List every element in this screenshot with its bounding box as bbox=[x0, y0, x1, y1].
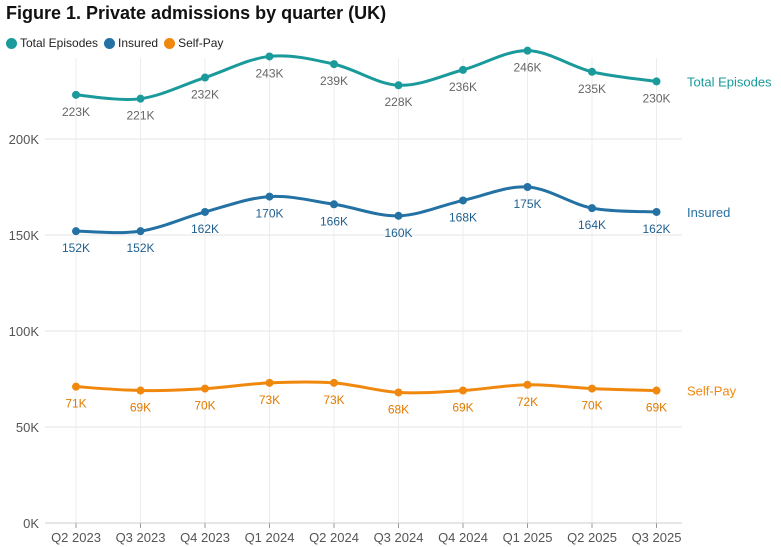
legend-marker-insured bbox=[104, 37, 116, 49]
y-tick-label: 150K bbox=[9, 228, 40, 243]
data-point-insured[interactable] bbox=[459, 196, 467, 205]
data-point-self-pay[interactable] bbox=[523, 380, 532, 389]
data-label-total-episodes: 232K bbox=[191, 88, 219, 102]
data-label-insured: 164K bbox=[578, 218, 606, 232]
data-point-insured[interactable] bbox=[201, 207, 209, 216]
legend-marker-total-episodes bbox=[6, 37, 17, 49]
x-tick-label: Q1 2025 bbox=[503, 530, 553, 545]
data-point-self-pay[interactable] bbox=[72, 382, 80, 391]
data-label-insured: 170K bbox=[255, 207, 283, 221]
data-point-insured[interactable] bbox=[523, 183, 532, 191]
data-label-insured: 152K bbox=[126, 241, 154, 255]
y-tick-label: 200K bbox=[9, 132, 40, 147]
data-label-total-episodes: 223K bbox=[62, 105, 90, 119]
data-point-insured[interactable] bbox=[265, 192, 274, 201]
series-line-self-pay bbox=[74, 380, 658, 395]
data-label-insured: 152K bbox=[62, 241, 90, 255]
x-tick-label: Q2 2024 bbox=[309, 530, 359, 545]
legend-item-insured[interactable]: Insured bbox=[104, 36, 158, 50]
data-point-self-pay[interactable] bbox=[652, 386, 661, 395]
data-label-self-pay: 70K bbox=[581, 399, 602, 413]
data-label-total-episodes: 243K bbox=[255, 66, 283, 80]
x-tick-label: Q3 2025 bbox=[632, 530, 682, 545]
series-line-total-episodes bbox=[74, 49, 658, 101]
legend-label-self-pay: Self-Pay bbox=[178, 36, 224, 50]
data-label-total-episodes: 221K bbox=[126, 109, 154, 123]
data-point-total-episodes[interactable] bbox=[265, 52, 274, 61]
data-label-total-episodes: 236K bbox=[449, 80, 477, 94]
data-label-self-pay: 71K bbox=[65, 397, 86, 411]
legend-label-insured: Insured bbox=[118, 36, 159, 50]
data-label-self-pay: 69K bbox=[452, 401, 473, 415]
series-line-insured bbox=[74, 185, 658, 235]
data-point-insured[interactable] bbox=[330, 200, 338, 209]
x-tick-label: Q2 2023 bbox=[51, 530, 101, 545]
data-point-insured[interactable] bbox=[394, 211, 403, 220]
data-label-insured: 175K bbox=[513, 197, 541, 211]
legend-label-total-episodes: Total Episodes bbox=[20, 36, 99, 50]
data-label-self-pay: 70K bbox=[194, 399, 215, 413]
data-label-insured: 162K bbox=[191, 222, 219, 236]
x-tick-label: Q1 2024 bbox=[245, 530, 295, 545]
series-end-label-self-pay: Self-Pay bbox=[687, 384, 737, 399]
data-label-self-pay: 73K bbox=[259, 393, 280, 407]
y-tick-label: 50K bbox=[16, 420, 39, 435]
data-label-total-episodes: 239K bbox=[320, 74, 348, 88]
y-tick-label: 100K bbox=[9, 324, 40, 339]
data-label-insured: 168K bbox=[449, 210, 477, 224]
data-label-insured: 162K bbox=[642, 222, 670, 236]
legend: Total Episodes Insured Self-Pay bbox=[6, 36, 229, 50]
series-end-label-total-episodes: Total Episodes bbox=[687, 74, 772, 89]
data-point-insured[interactable] bbox=[136, 227, 145, 236]
data-point-self-pay[interactable] bbox=[265, 378, 274, 387]
data-label-self-pay: 69K bbox=[130, 401, 151, 415]
data-label-insured: 160K bbox=[384, 226, 412, 240]
data-point-self-pay[interactable] bbox=[330, 378, 338, 387]
data-label-total-episodes: 228K bbox=[384, 95, 412, 109]
x-tick-label: Q4 2023 bbox=[180, 530, 230, 545]
data-point-self-pay[interactable] bbox=[201, 384, 209, 393]
x-tick-label: Q4 2024 bbox=[438, 530, 488, 545]
data-label-total-episodes: 230K bbox=[642, 91, 670, 105]
data-point-insured[interactable] bbox=[72, 227, 80, 236]
x-tick-label: Q3 2023 bbox=[116, 530, 166, 545]
data-point-insured[interactable] bbox=[588, 204, 596, 213]
data-point-insured[interactable] bbox=[652, 207, 661, 216]
data-point-self-pay[interactable] bbox=[588, 384, 596, 393]
data-point-self-pay[interactable] bbox=[394, 388, 403, 397]
data-label-total-episodes: 235K bbox=[578, 82, 606, 96]
data-label-total-episodes: 246K bbox=[513, 61, 541, 75]
legend-item-total-episodes[interactable]: Total Episodes bbox=[6, 36, 98, 50]
data-label-self-pay: 72K bbox=[517, 395, 538, 409]
data-point-total-episodes[interactable] bbox=[652, 77, 661, 86]
data-point-total-episodes[interactable] bbox=[136, 94, 145, 103]
data-point-total-episodes[interactable] bbox=[588, 67, 596, 76]
x-tick-label: Q2 2025 bbox=[567, 530, 617, 545]
data-label-insured: 166K bbox=[320, 214, 348, 228]
y-tick-label: 0K bbox=[23, 516, 39, 531]
data-point-total-episodes[interactable] bbox=[459, 65, 467, 74]
legend-item-self-pay[interactable]: Self-Pay bbox=[164, 36, 223, 50]
data-point-total-episodes[interactable] bbox=[72, 90, 80, 99]
data-point-total-episodes[interactable] bbox=[523, 46, 532, 55]
series-end-label-insured: Insured bbox=[687, 205, 730, 220]
data-point-self-pay[interactable] bbox=[459, 386, 467, 395]
data-label-self-pay: 73K bbox=[323, 393, 344, 407]
data-label-self-pay: 68K bbox=[388, 402, 409, 416]
legend-marker-self-pay bbox=[164, 37, 176, 49]
data-point-total-episodes[interactable] bbox=[330, 60, 338, 69]
chart-title: Figure 1. Private admissions by quarter … bbox=[6, 3, 387, 23]
data-point-total-episodes[interactable] bbox=[201, 73, 209, 82]
data-label-self-pay: 69K bbox=[646, 401, 667, 415]
x-tick-label: Q3 2024 bbox=[374, 530, 424, 545]
data-point-total-episodes[interactable] bbox=[394, 81, 403, 90]
data-point-self-pay[interactable] bbox=[136, 386, 145, 395]
